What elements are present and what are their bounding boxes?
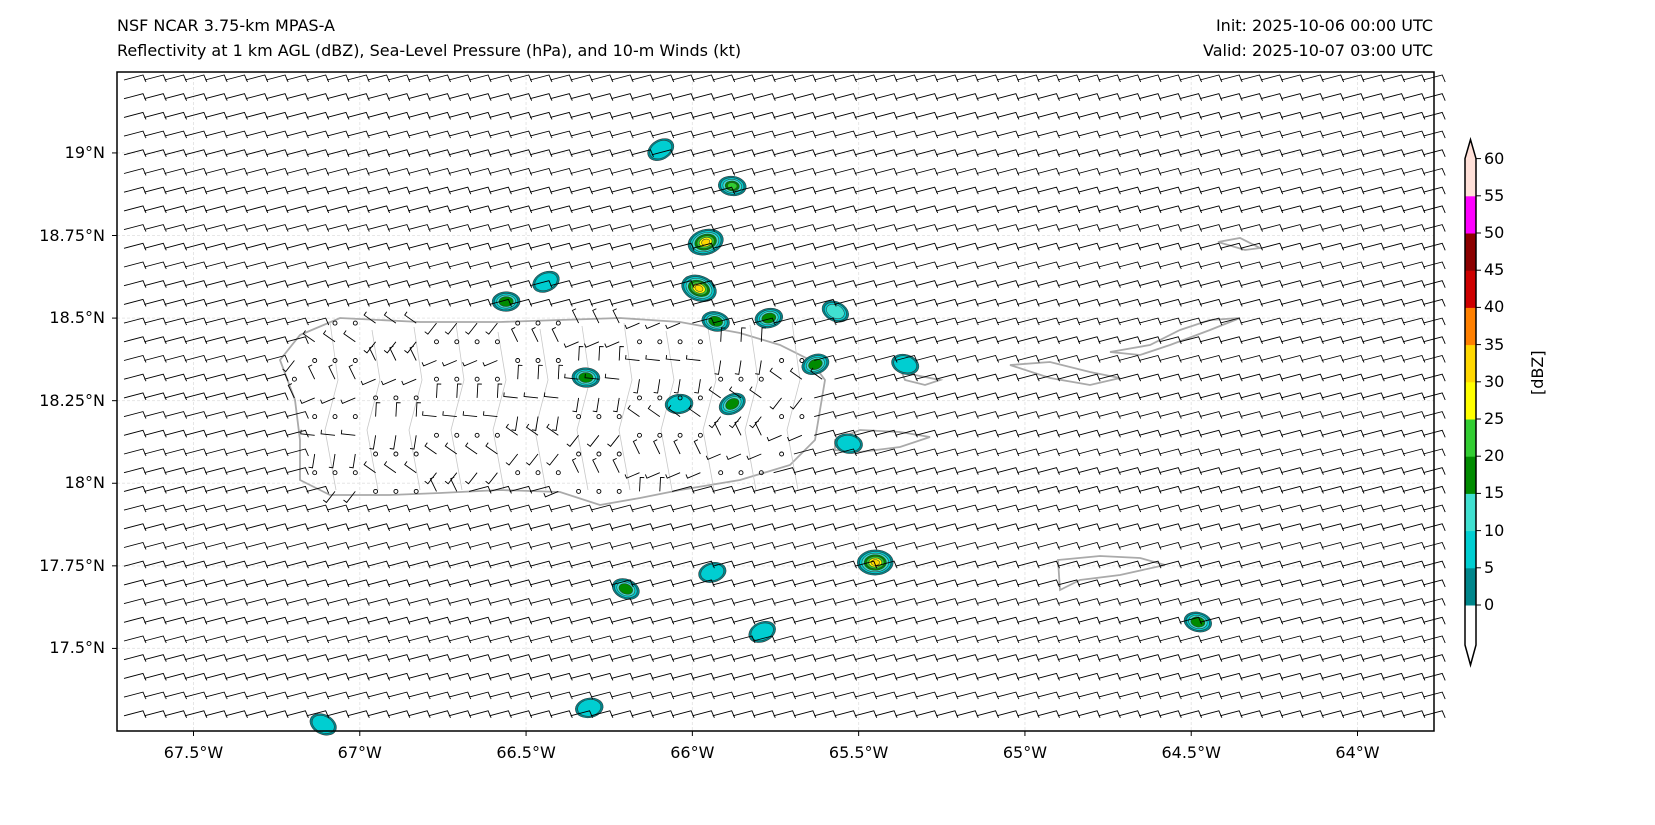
lon-tick-label: 65°W [1002, 743, 1048, 762]
colorbar-tick-label: 60 [1484, 148, 1505, 168]
colorbar-tick-label: 10 [1484, 520, 1505, 540]
colorbar-tick-label: 20 [1484, 446, 1505, 466]
lat-tick-label: 19°N [64, 142, 105, 162]
municipal-boundary [492, 331, 507, 491]
lon-tick-label: 66°W [670, 743, 715, 762]
colorbar-tick-label: 30 [1484, 371, 1505, 391]
reflectivity-contour [836, 435, 861, 453]
coastline-st-thomas [1009, 361, 1121, 386]
coastline-anguilla [1217, 237, 1264, 251]
reflectivity-contour [808, 358, 823, 370]
lat-tick-label: 18.5°N [49, 308, 105, 328]
wind-barbs [123, 74, 1446, 718]
reflectivity-cell [491, 291, 521, 312]
reflectivity-cell [664, 393, 694, 415]
figure-title: NSF NCAR 3.75-km MPAS-A [117, 16, 335, 35]
reflectivity-contour [618, 583, 633, 595]
reflectivity-cell [821, 300, 849, 323]
lon-tick-label: 64.5°W [1161, 743, 1221, 762]
reflectivity-contour [893, 355, 917, 374]
colorbar-segment [1465, 233, 1476, 271]
colorbar-segment [1465, 158, 1476, 197]
colorbar-segment [1465, 567, 1476, 606]
colorbar-segment [1465, 344, 1476, 383]
coastline-bvi [1109, 317, 1241, 356]
colorbar-over-extension [1465, 139, 1476, 159]
colorbar-tick-label: 35 [1484, 334, 1505, 354]
figure-subtitle: Reflectivity at 1 km AGL (dBZ), Sea-Leve… [117, 41, 742, 60]
reflectivity-contour [750, 622, 774, 642]
colorbar-segment [1465, 419, 1476, 457]
municipal-boundary [324, 321, 339, 491]
calm-wind-circle [291, 320, 805, 494]
reflectivity-contour [826, 304, 845, 319]
coastline-puerto-rico [278, 317, 826, 506]
lon-tick-label: 67°W [337, 743, 382, 762]
init-time: Init: 2025-10-06 00:00 UTC [1215, 16, 1433, 35]
municipal-boundary [408, 326, 423, 491]
reflectivity-contour [700, 563, 725, 582]
colorbar-tick-label: 55 [1484, 185, 1505, 205]
reflectivity-cell [801, 353, 830, 375]
colorbar-segment [1465, 456, 1476, 494]
colorbar-tick-label: 25 [1484, 409, 1505, 428]
lat-tick-label: 17.75°N [39, 555, 105, 575]
wind-barb [123, 74, 1446, 718]
reflectivity-contour [761, 312, 777, 324]
map-frame [116, 71, 1435, 732]
colorbar-outline [1464, 136, 1477, 668]
reflectivity-contour [725, 398, 740, 410]
coastline-st-croix [1057, 555, 1166, 592]
municipal-boundary [702, 327, 717, 491]
reflectivity-cell [834, 433, 863, 454]
colorbar-under-extension [1465, 605, 1476, 665]
municipal-boundary [366, 329, 381, 491]
reflectivity-cell [718, 392, 746, 416]
reflectivity-cell [891, 353, 920, 375]
colorbar-segment [1465, 270, 1476, 308]
colorbar-segment [1465, 307, 1476, 346]
lat-tick-label: 18.75°N [39, 225, 105, 245]
map-background [117, 72, 1434, 731]
reflectivity-cell [698, 562, 727, 583]
colorbar-tick-label: 50 [1484, 223, 1505, 242]
colorbar-segment [1465, 381, 1476, 420]
reflectivity-cell [1183, 611, 1212, 633]
lat-tick-label: 18.25°N [39, 390, 105, 410]
lon-tick-label: 66.5°W [496, 743, 556, 762]
lon-tick-label: 67.5°W [163, 743, 224, 762]
colorbar-tick-label: 15 [1484, 483, 1505, 503]
municipal-boundary [618, 322, 633, 491]
valid-time: Valid: 2025-10-07 03:00 UTC [1202, 41, 1433, 60]
colorbar-tick-label: 45 [1484, 260, 1505, 280]
municipal-boundary [534, 328, 549, 491]
colorbar-tick-label: 40 [1484, 297, 1505, 317]
reflectivity-cell [857, 549, 894, 576]
municipal-boundary [450, 323, 465, 491]
colorbar-segment [1465, 530, 1476, 569]
colorbar-tick-label: 0 [1484, 595, 1495, 614]
colorbar-segment [1465, 195, 1476, 234]
colorbar-label: [dBZ] [1528, 350, 1547, 395]
municipal-boundary [576, 325, 591, 491]
lon-tick-label: 65.5°W [828, 743, 889, 762]
reflectivity-contour [667, 395, 691, 413]
municipal-boundary [744, 324, 759, 491]
lon-tick-label: 64°W [1335, 743, 1380, 762]
reflectivity-cell [309, 713, 337, 736]
reflectivity-cell [718, 175, 747, 197]
colorbar-segment [1465, 493, 1476, 532]
lat-tick-label: 18°N [64, 473, 105, 493]
lat-tick-label: 17.5°N [49, 638, 105, 658]
municipal-boundary [786, 321, 801, 491]
reflectivity-cell [701, 311, 730, 332]
reflectivity-contour [694, 284, 704, 292]
colorbar-tick-label: 5 [1484, 557, 1495, 577]
reflectivity-cell [681, 274, 717, 303]
